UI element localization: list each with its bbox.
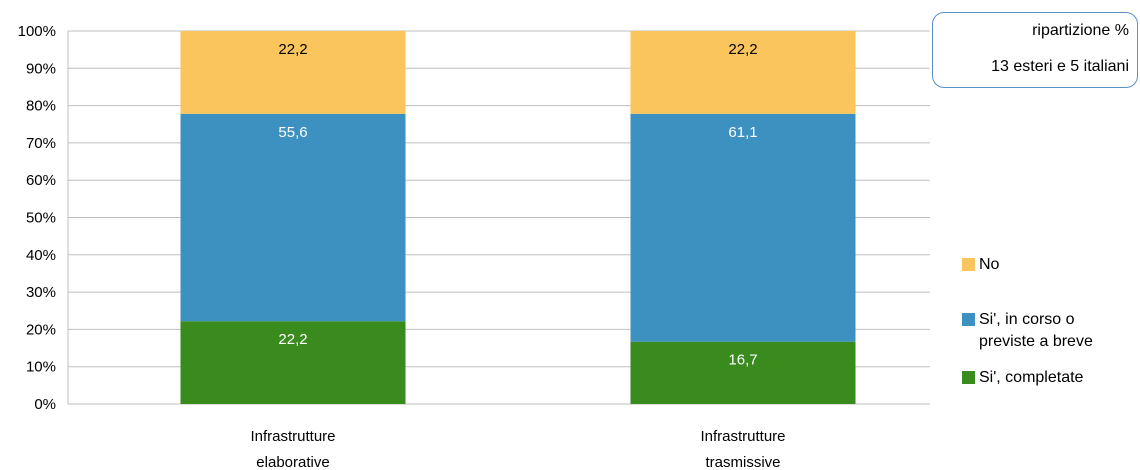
bar-segment xyxy=(180,31,406,114)
legend-item: No xyxy=(962,254,999,276)
chart-note-line-2: 13 esteri e 5 italiani xyxy=(991,58,1129,75)
x-category-label: trasmissive xyxy=(705,454,780,470)
y-tick-label: 0% xyxy=(34,396,56,413)
y-tick-label: 70% xyxy=(26,135,56,152)
bar-segment xyxy=(630,113,856,342)
data-label: 55,6 xyxy=(278,124,307,141)
y-tick-label: 30% xyxy=(26,284,56,301)
legend-label: Si', in corso o previste a breve xyxy=(979,311,1093,350)
y-tick-label: 100% xyxy=(18,23,56,40)
bar-segment xyxy=(630,341,856,404)
y-tick-label: 60% xyxy=(26,172,56,189)
legend-item: Si', in corso o previste a breve xyxy=(962,309,1093,353)
bar-segment xyxy=(180,113,406,322)
x-category-label: elaborative xyxy=(256,454,329,470)
y-tick-label: 10% xyxy=(26,359,56,376)
data-label: 22,2 xyxy=(278,41,307,58)
data-label: 16,7 xyxy=(728,352,757,369)
x-category-label: Infrastrutture xyxy=(250,428,335,445)
bar-segment xyxy=(630,31,856,114)
data-label: 22,2 xyxy=(728,41,757,58)
legend-label: Si', completate xyxy=(979,369,1084,386)
legend-label: No xyxy=(979,256,1000,273)
data-label: 22,2 xyxy=(278,331,307,348)
chart-note-box: ripartizione % 13 esteri e 5 italiani xyxy=(932,12,1138,88)
legend-item: Si', completate xyxy=(962,367,1083,389)
legend-swatch xyxy=(962,258,975,271)
data-label: 61,1 xyxy=(728,124,757,141)
y-tick-label: 50% xyxy=(26,210,56,227)
chart-note-line-1: ripartizione % xyxy=(1032,22,1129,39)
legend-swatch xyxy=(962,313,975,326)
y-tick-label: 20% xyxy=(26,321,56,338)
legend-swatch xyxy=(962,371,975,384)
y-tick-label: 90% xyxy=(26,60,56,77)
y-tick-label: 80% xyxy=(26,98,56,115)
bar-segment xyxy=(180,321,406,404)
stacked-bar-chart: 0% 10% 20% 30% 40% 50% 60% 70% 80% 90% 100% 22,2 55,… xyxy=(18,23,930,470)
y-tick-label: 40% xyxy=(26,247,56,264)
x-category-label: Infrastrutture xyxy=(700,428,785,445)
